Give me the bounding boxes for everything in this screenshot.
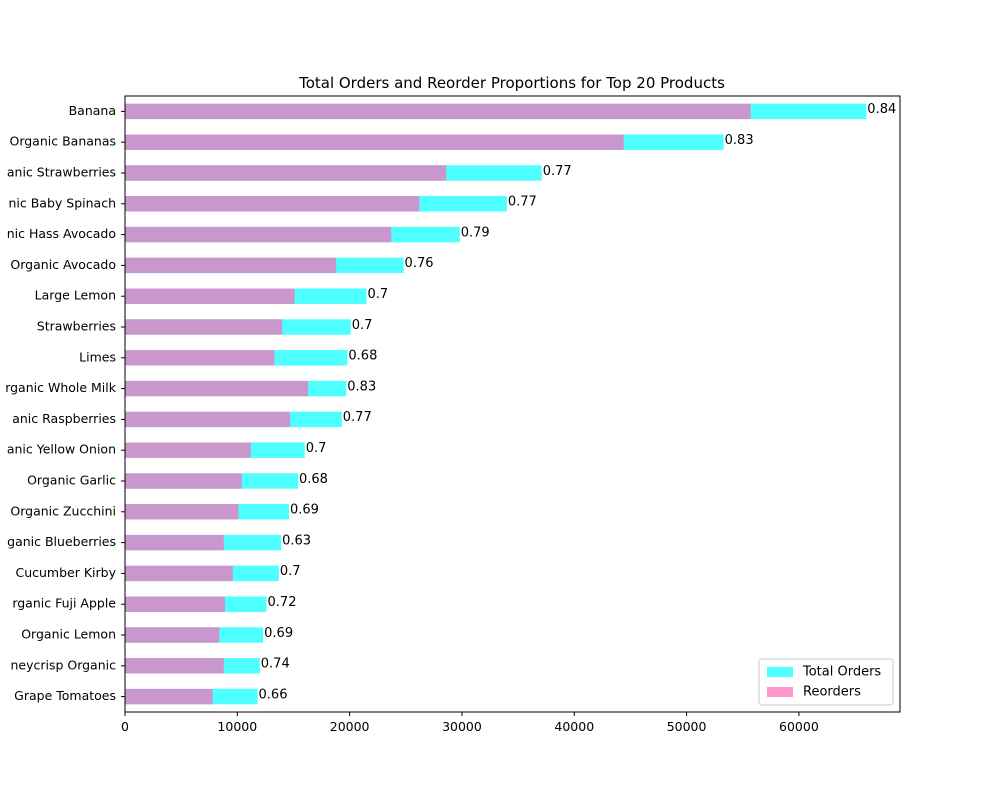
reorders-bar	[125, 196, 420, 212]
ytick-label: anic Strawberries	[7, 165, 116, 180]
xtick-label: 40000	[554, 719, 594, 734]
xtick-label: 50000	[667, 719, 707, 734]
ytick-label: Cucumber Kirby	[15, 565, 116, 580]
ytick-label: Organic Avocado	[10, 257, 116, 272]
data-label: 0.74	[261, 657, 290, 672]
reorders-bar	[125, 165, 447, 181]
reorders-bar	[125, 596, 225, 612]
data-label: 0.68	[299, 472, 328, 487]
data-label: 0.76	[405, 256, 434, 271]
ytick-label: nic Baby Spinach	[8, 195, 116, 210]
axes-layer: Banana Organic Bananas anic Strawberries ni…	[5, 95, 901, 734]
reorders-bar	[125, 380, 309, 397]
ytick-label: neycrisp Organic	[10, 657, 116, 672]
reorders-bar	[125, 103, 751, 120]
legend: Total Orders Reorders	[758, 658, 894, 706]
data-label: 0.72	[268, 595, 297, 610]
legend-label: Reorders	[803, 685, 861, 700]
ytick-label: Organic Bananas	[9, 134, 116, 149]
data-label: 0.68	[348, 349, 377, 364]
ytick-label: Organic Zucchini	[10, 503, 116, 518]
data-label: 0.83	[725, 133, 754, 148]
xtick-label: 60000	[779, 719, 819, 734]
reorders-bar	[125, 288, 295, 304]
reorders-bar	[125, 658, 224, 674]
xtick-label: 20000	[330, 719, 370, 734]
legend-swatch	[767, 687, 793, 697]
data-label: 0.83	[347, 379, 376, 394]
reorders-bar	[125, 504, 239, 520]
data-label: 0.77	[508, 195, 537, 210]
chart-title: Total Orders and Reorder Proportions for…	[298, 74, 725, 92]
data-label: 0.7	[280, 564, 301, 579]
data-label: 0.77	[343, 410, 372, 425]
data-label: 0.84	[867, 102, 896, 117]
ytick-label: Limes	[79, 349, 116, 364]
reorders-bar	[125, 134, 624, 150]
data-label: 0.63	[282, 533, 311, 548]
ytick-label: Banana	[69, 103, 116, 118]
reorders-bar	[125, 473, 242, 489]
data-label: 0.7	[367, 287, 388, 302]
ytick-label: anic Yellow Onion	[7, 442, 116, 457]
data-label: 0.69	[264, 626, 293, 641]
ytick-label: Organic Lemon	[21, 627, 116, 642]
data-label: 0.7	[306, 441, 327, 456]
xtick-label: 0	[121, 719, 129, 734]
ytick-label: anic Raspberries	[12, 411, 116, 426]
data-label: 0.77	[543, 164, 572, 179]
reorders-bar	[125, 442, 251, 458]
reorders-bar	[125, 226, 392, 243]
data-label: 0.7	[352, 318, 373, 333]
data-label: 0.79	[461, 225, 490, 240]
ytick-label: Organic Garlic	[27, 473, 116, 488]
reorders-bar	[125, 350, 275, 366]
reorders-bar	[125, 627, 220, 643]
data-label: 0.66	[259, 687, 288, 702]
reorders-bar	[125, 565, 233, 582]
ytick-label: ganic Blueberries	[7, 534, 116, 549]
reorders-bar	[125, 319, 283, 335]
ytick-label: nic Hass Avocado	[7, 226, 116, 241]
reorders-bar	[125, 411, 291, 428]
xtick-label: 10000	[217, 719, 257, 734]
reorders-bar	[125, 688, 213, 705]
ytick-label: rganic Whole Milk	[5, 380, 117, 395]
reorders-bar	[125, 257, 337, 274]
xtick-label: 30000	[442, 719, 482, 734]
reorders-bar	[125, 534, 224, 551]
legend-swatch	[767, 667, 793, 677]
plot-frame	[124, 95, 901, 713]
ytick-label: Large Lemon	[35, 288, 116, 303]
data-label: 0.69	[290, 503, 319, 518]
labels-layer: 0.84 0.83 0.77 0.77 0.79 0.76 0.7 0.7 0.68 0.83 0.…	[259, 102, 897, 702]
ytick-label: Strawberries	[37, 319, 116, 334]
ytick-label: rganic Fuji Apple	[12, 596, 116, 611]
ytick-label: Grape Tomatoes	[14, 688, 116, 703]
legend-label: Total Orders	[802, 665, 881, 680]
bars-layer	[125, 103, 867, 705]
